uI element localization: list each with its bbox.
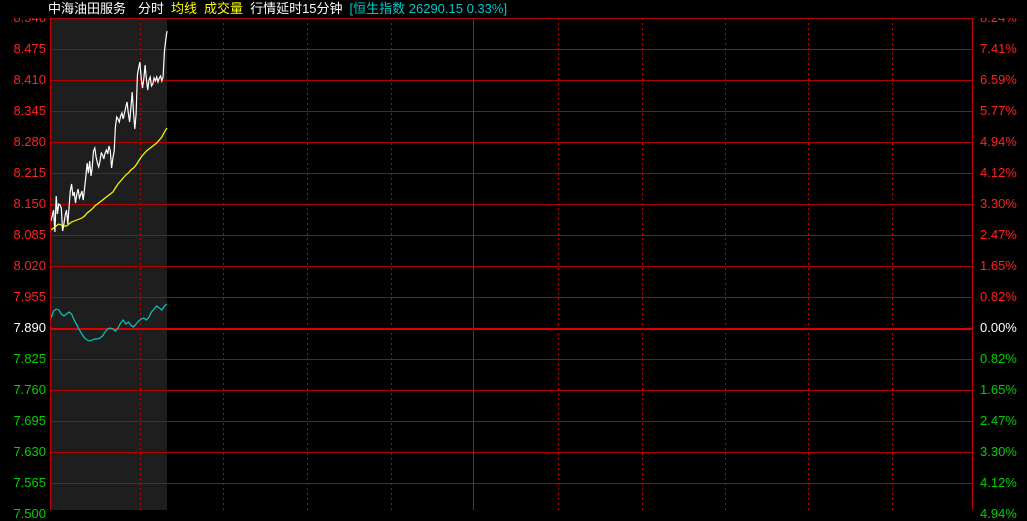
percent-tick: 4.12% (980, 165, 1017, 180)
percent-tick: 4.94% (980, 506, 1017, 521)
series-line-均线 (51, 128, 167, 230)
gridline-vertical (892, 18, 893, 510)
gridline-horizontal (51, 266, 972, 267)
price-tick: 7.760 (13, 382, 46, 397)
price-tick: 7.500 (13, 506, 46, 521)
price-tick: 8.410 (13, 72, 46, 87)
percent-tick: 4.12% (980, 475, 1017, 490)
price-tick: 7.955 (13, 289, 46, 304)
gridline-vertical (642, 18, 643, 510)
price-tick: 7.695 (13, 413, 46, 428)
prev-close-line (51, 328, 972, 330)
chart-title-bar: 中海油田服务 分时 均线 成交量 行情延时15分钟 [恒生指数 26290.15… (0, 0, 1027, 18)
gridline-horizontal (51, 142, 972, 143)
percent-axis-right: 8.24%7.41%6.59%5.77%4.94%4.12%3.30%2.47%… (977, 11, 1027, 520)
percent-tick: 0.82% (980, 289, 1017, 304)
session-shade-region (51, 18, 167, 510)
price-tick: 7.565 (13, 475, 46, 490)
price-tick: 8.085 (13, 227, 46, 242)
percent-tick: 2.47% (980, 413, 1017, 428)
overlay-volume-label[interactable]: 成交量 (204, 1, 244, 16)
gridline-horizontal (51, 80, 972, 81)
stock-name-label: 中海油田服务 (48, 1, 127, 16)
index-reference-label: [恒生指数 26290.15 0.33%] (349, 1, 508, 16)
gridline-horizontal (51, 204, 972, 205)
gridline-horizontal (51, 173, 972, 174)
percent-tick: 1.65% (980, 258, 1017, 273)
price-tick: 8.215 (13, 165, 46, 180)
price-tick: 8.150 (13, 196, 46, 211)
gridline-horizontal (51, 452, 972, 453)
gridline-horizontal (51, 390, 972, 391)
gridline-horizontal (51, 18, 972, 19)
price-tick: 7.825 (13, 351, 46, 366)
gridline-vertical (223, 18, 224, 510)
price-tick: 7.630 (13, 444, 46, 459)
gridline-horizontal (51, 235, 972, 236)
percent-tick: 3.30% (980, 196, 1017, 211)
chart-mode-label[interactable]: 分时 (138, 1, 165, 16)
price-tick-zero: 7.890 (13, 320, 46, 335)
gridline-vertical (140, 18, 141, 510)
gridline-horizontal (51, 49, 972, 50)
price-tick: 8.345 (13, 103, 46, 118)
series-line-价格 (51, 31, 167, 232)
percent-tick: 3.30% (980, 444, 1017, 459)
percent-tick: 7.41% (980, 41, 1017, 56)
gridline-vertical (558, 18, 559, 510)
percent-tick: 4.94% (980, 134, 1017, 149)
gridline-horizontal (51, 297, 972, 298)
gridline-horizontal (51, 421, 972, 422)
percent-tick: 2.47% (980, 227, 1017, 242)
gridline-vertical (307, 18, 308, 510)
percent-tick: 0.82% (980, 351, 1017, 366)
price-tick: 8.020 (13, 258, 46, 273)
overlay-ma-label[interactable]: 均线 (171, 1, 198, 16)
session-midline (473, 18, 474, 510)
chart-plot-area[interactable] (50, 18, 973, 510)
gridline-horizontal (51, 111, 972, 112)
delay-notice-label: 行情延时15分钟 (250, 1, 343, 16)
price-tick: 8.280 (13, 134, 46, 149)
gridline-vertical (391, 18, 392, 510)
gridline-horizontal (51, 483, 972, 484)
percent-tick: 6.59% (980, 72, 1017, 87)
gridline-vertical (808, 18, 809, 510)
price-axis-left: 8.5408.4758.4108.3458.2808.2158.1508.085… (0, 11, 50, 520)
price-tick: 8.475 (13, 41, 46, 56)
gridline-vertical (725, 18, 726, 510)
percent-tick: 5.77% (980, 103, 1017, 118)
series-line-恒生指数 (51, 304, 167, 341)
series-lines (51, 18, 973, 510)
percent-tick: 1.65% (980, 382, 1017, 397)
percent-tick-zero: 0.00% (980, 320, 1017, 335)
gridline-horizontal (51, 359, 972, 360)
